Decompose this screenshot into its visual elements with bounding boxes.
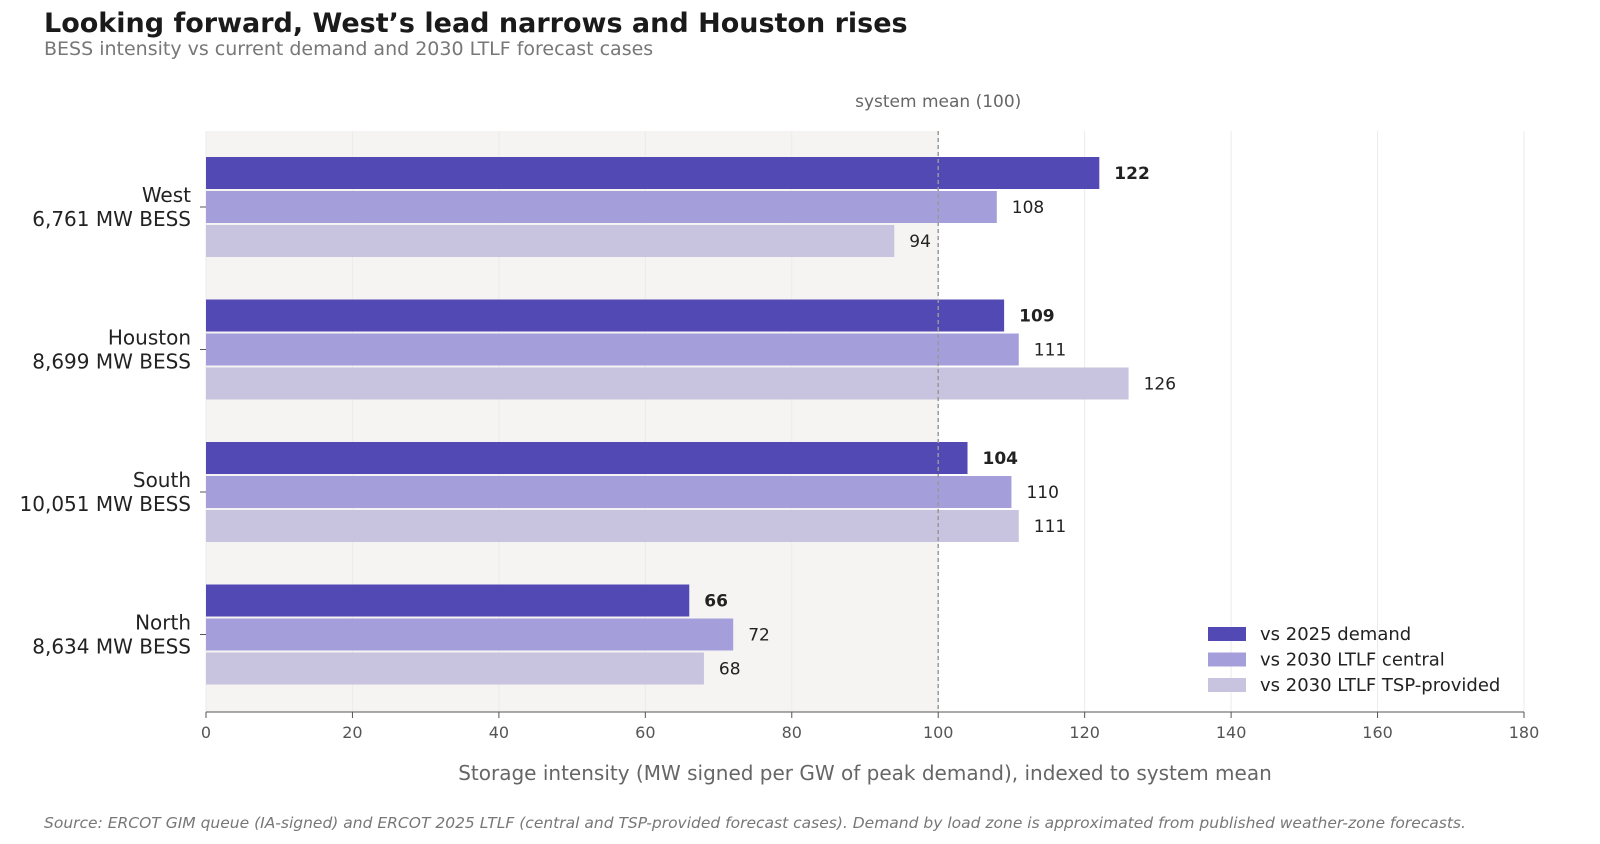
bar xyxy=(206,652,704,685)
data-label: 122 xyxy=(1114,164,1150,184)
chart-subtitle: BESS intensity vs current demand and 203… xyxy=(44,38,654,60)
x-tick-label: 0 xyxy=(201,723,211,742)
x-tick-label: 160 xyxy=(1362,723,1393,742)
category-detail-label: 10,051 MW BESS xyxy=(20,492,191,516)
legend-label: vs 2030 LTLF TSP-provided xyxy=(1260,675,1500,696)
x-tick-label: 60 xyxy=(635,723,655,742)
bar xyxy=(206,584,690,617)
category-label: North xyxy=(135,611,191,635)
category-label: West xyxy=(142,183,191,207)
x-tick-label: 40 xyxy=(489,723,509,742)
bar xyxy=(206,510,1019,542)
bar xyxy=(206,191,997,223)
data-label: 68 xyxy=(719,660,741,680)
bar xyxy=(206,333,1019,366)
category-label: South xyxy=(133,468,191,492)
data-label: 66 xyxy=(704,592,728,612)
chart-title: Looking forward, West’s lead narrows and… xyxy=(44,8,908,39)
data-label: 111 xyxy=(1034,341,1066,361)
data-label: 111 xyxy=(1034,517,1066,537)
x-tick-label: 80 xyxy=(782,723,802,742)
category-detail-label: 8,634 MW BESS xyxy=(32,635,191,659)
data-label: 108 xyxy=(1012,198,1044,218)
category-label: Houston xyxy=(108,326,191,350)
legend-label: vs 2025 demand xyxy=(1260,624,1411,645)
bar xyxy=(206,367,1129,400)
legend-swatch xyxy=(1208,678,1246,692)
data-label: 126 xyxy=(1144,375,1176,395)
legend-label: vs 2030 LTLF central xyxy=(1260,650,1445,671)
x-axis-title: Storage intensity (MW signed per GW of p… xyxy=(458,761,1272,785)
data-label: 109 xyxy=(1019,307,1055,327)
reference-line-label: system mean (100) xyxy=(855,92,1021,112)
category-detail-label: 6,761 MW BESS xyxy=(32,207,191,231)
bar xyxy=(206,442,968,474)
source-note: Source: ERCOT GIM queue (IA-signed) and … xyxy=(44,814,1466,832)
bar xyxy=(206,225,895,257)
bar xyxy=(206,476,1012,508)
data-label: 110 xyxy=(1026,483,1058,503)
x-tick-label: 20 xyxy=(342,723,362,742)
x-tick-label: 120 xyxy=(1069,723,1100,742)
x-tick-label: 100 xyxy=(923,723,954,742)
legend-swatch xyxy=(1208,652,1246,667)
legend-swatch xyxy=(1208,627,1246,641)
data-label: 72 xyxy=(748,626,770,646)
bar xyxy=(206,618,734,651)
category-detail-label: 8,699 MW BESS xyxy=(32,350,191,374)
bar xyxy=(206,299,1005,332)
x-tick-label: 140 xyxy=(1216,723,1247,742)
bar xyxy=(206,157,1100,189)
x-tick-label: 180 xyxy=(1509,723,1540,742)
data-label: 94 xyxy=(909,232,931,252)
data-label: 104 xyxy=(983,449,1019,469)
